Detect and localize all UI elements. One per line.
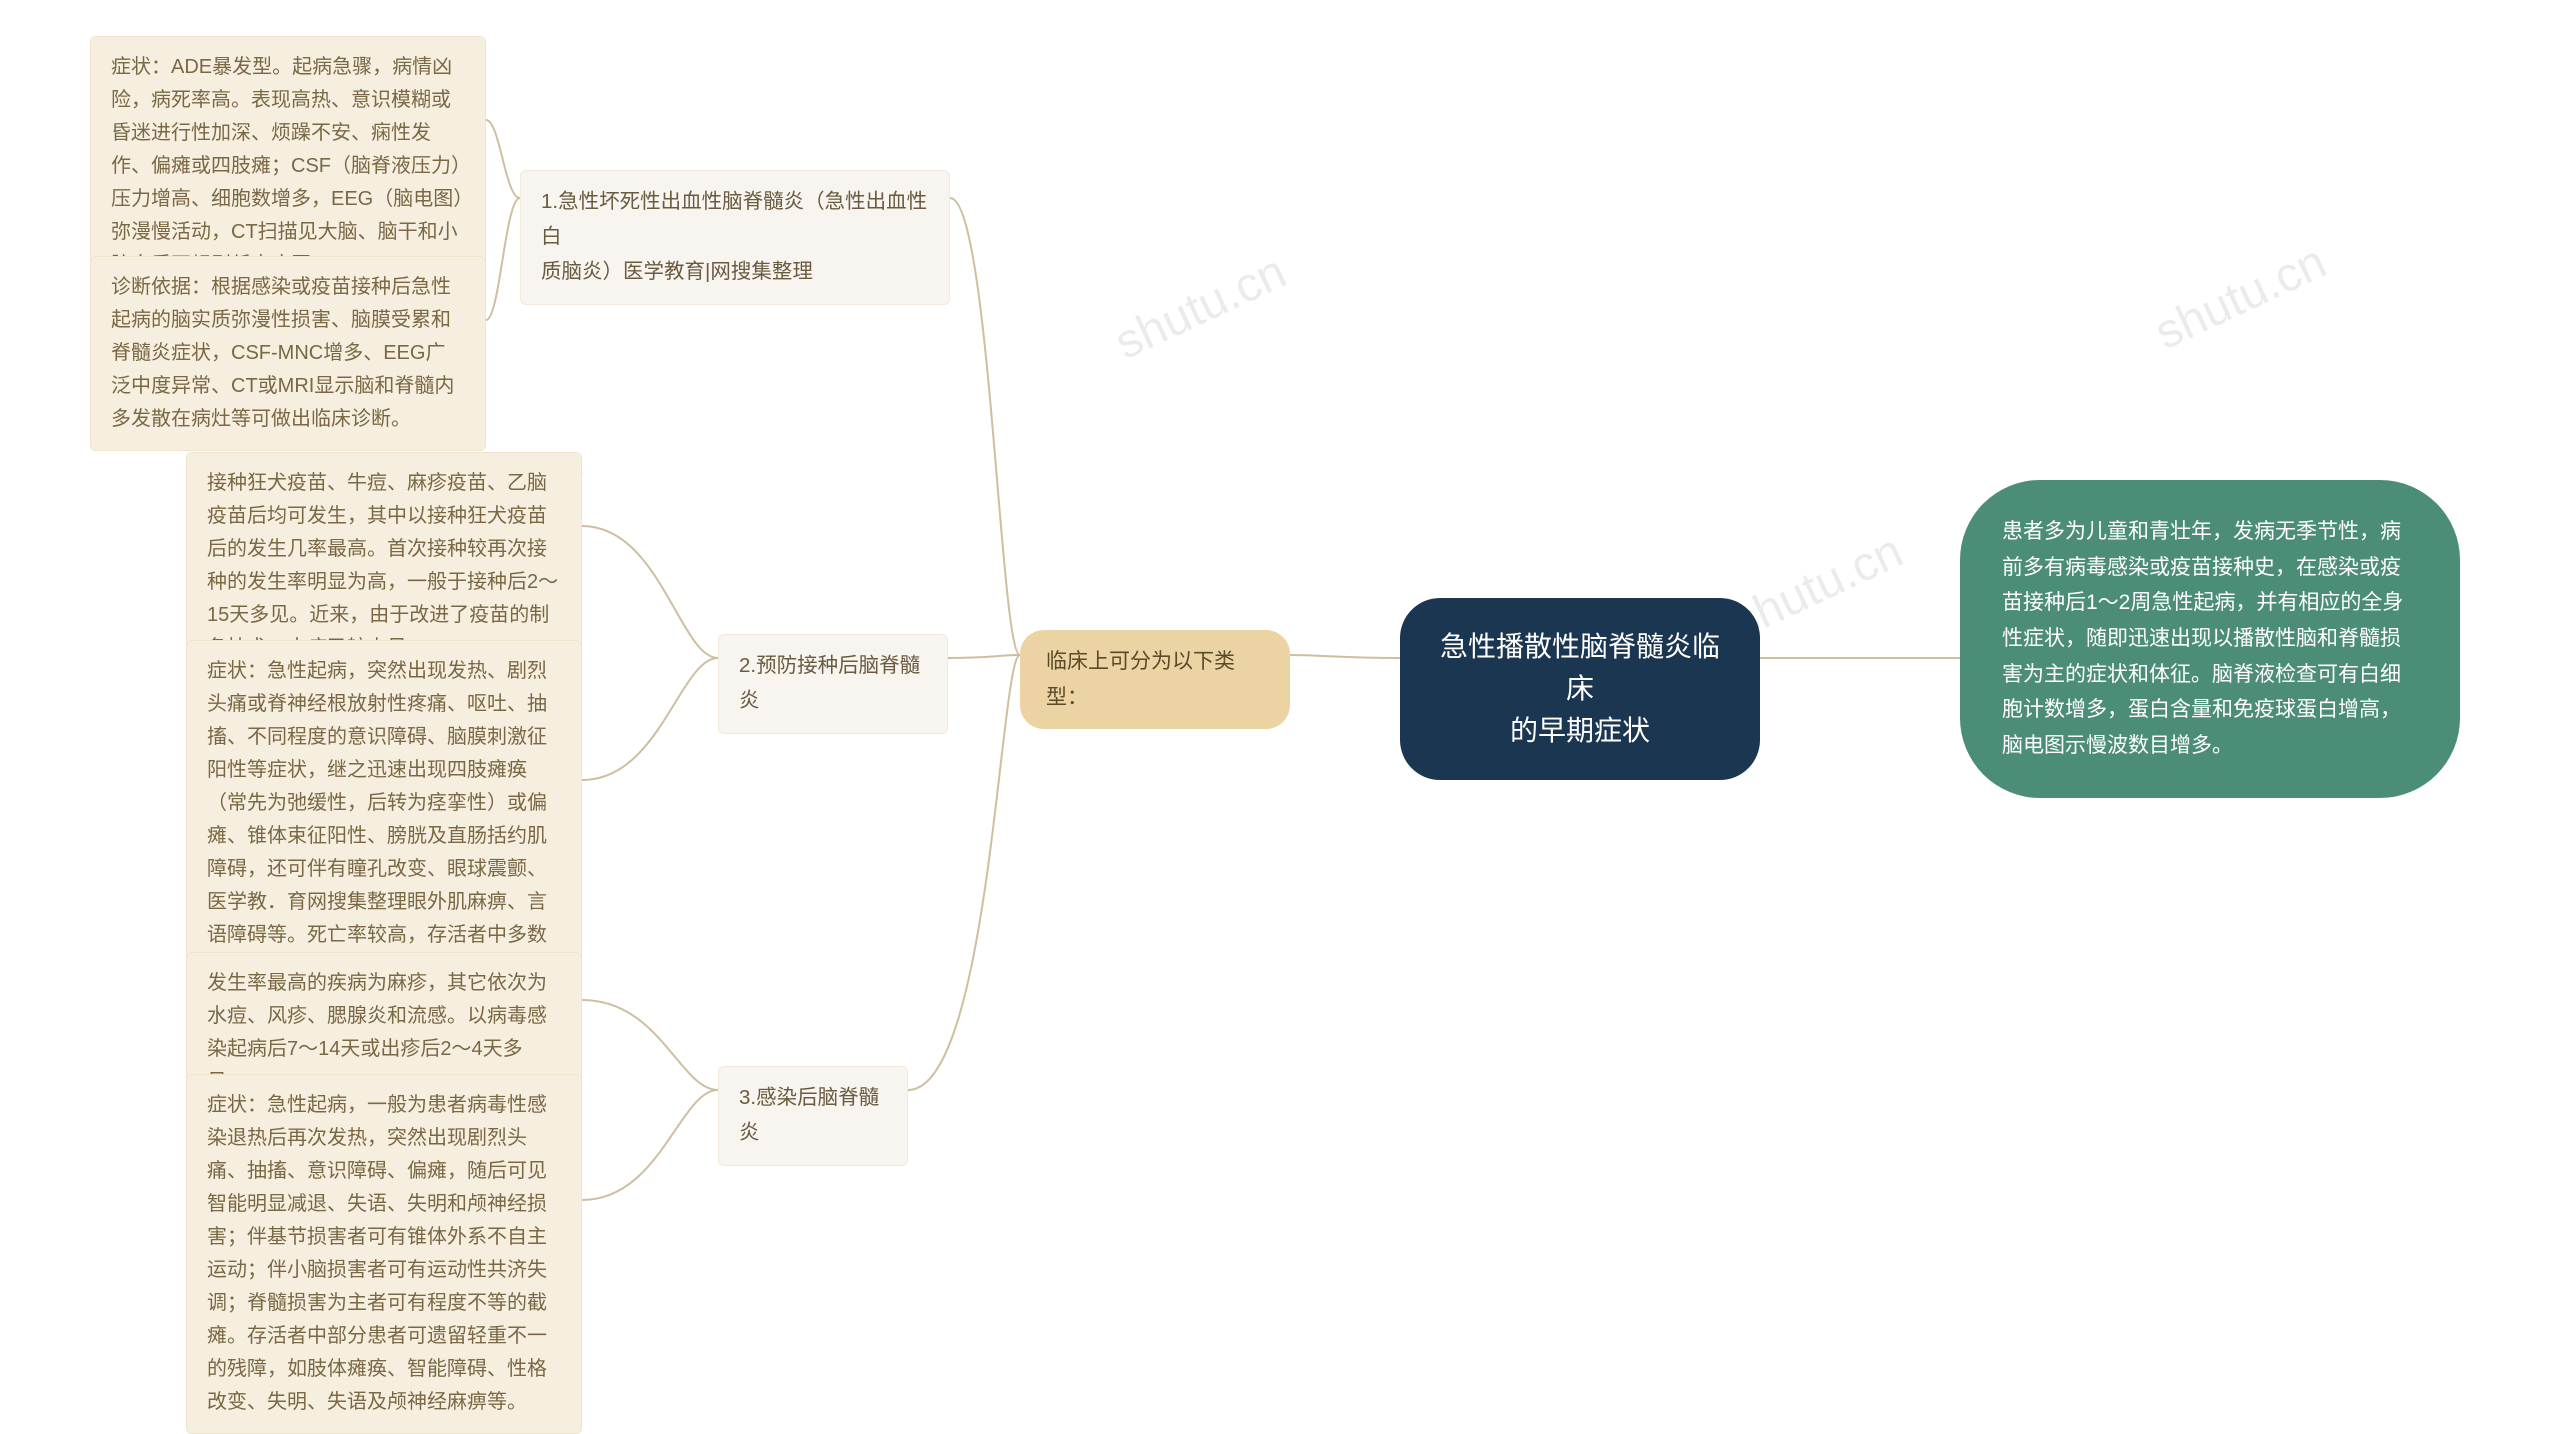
watermark: shutu.cn <box>2147 234 2335 361</box>
watermark: shutu.cn <box>1107 244 1295 371</box>
mindmap-root[interactable]: 急性播散性脑脊髓炎临床 的早期症状 <box>1400 598 1760 780</box>
subtype-2[interactable]: 2.预防接种后脑脊髓炎 <box>718 634 948 734</box>
subtype-3[interactable]: 3.感染后脑脊髓炎 <box>718 1066 908 1166</box>
subtype-1-line1: 1.急性坏死性出血性脑脊髓炎（急性出血性白 <box>541 185 929 255</box>
branch-left[interactable]: 临床上可分为以下类型： <box>1020 630 1290 729</box>
leaf-3-2[interactable]: 症状：急性起病，一般为患者病毒性感染退热后再次发热，突然出现剧烈头痛、抽搐、意识… <box>186 1074 582 1434</box>
leaf-1-2[interactable]: 诊断依据：根据感染或疫苗接种后急性起病的脑实质弥漫性损害、脑膜受累和脊髓炎症状，… <box>90 256 486 451</box>
branch-right[interactable]: 患者多为儿童和青壮年，发病无季节性，病前多有病毒感染或疫苗接种史，在感染或疫苗接… <box>1960 480 2460 798</box>
subtype-1-line2: 质脑炎）医学教育|网搜集整理 <box>541 255 929 290</box>
subtype-1[interactable]: 1.急性坏死性出血性脑脊髓炎（急性出血性白 质脑炎）医学教育|网搜集整理 <box>520 170 950 305</box>
root-line1: 急性播散性脑脊髓炎临床 <box>1436 626 1724 710</box>
root-line2: 的早期症状 <box>1436 710 1724 752</box>
